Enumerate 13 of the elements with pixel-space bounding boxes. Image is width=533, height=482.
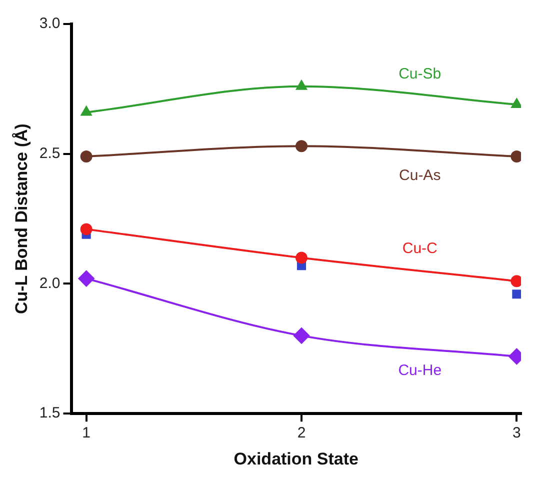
series-label: Cu-C [402,240,438,257]
y-axis-title: Cu-L Bond Distance (Å) [12,124,31,314]
x-tick-label: 2 [297,424,306,442]
y-tick-label: 1.5 [39,404,60,422]
y-tick-label: 3.0 [39,15,60,32]
x-axis-title: Oxidation State [234,449,358,468]
x-tick-label: 1 [82,424,90,442]
y-tick-label: 2.0 [39,274,60,292]
x-tick-label: 3 [512,424,521,442]
series-label: Cu-As [399,166,441,184]
series-label: Cu-Sb [398,65,442,82]
y-tick-label: 2.5 [39,145,60,162]
series-label: Cu-He [398,362,442,380]
